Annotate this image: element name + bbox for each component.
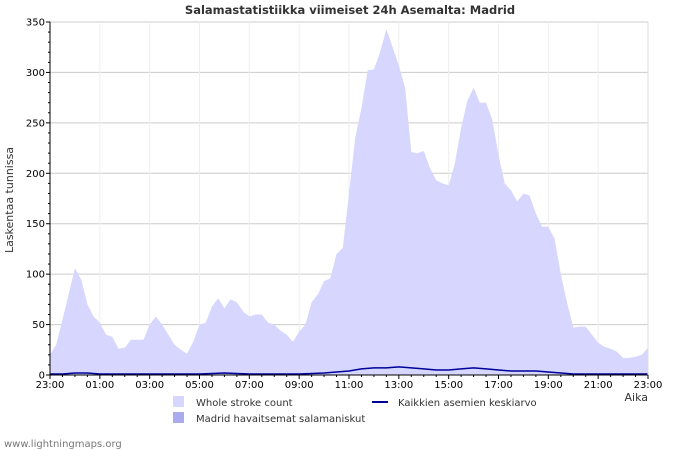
legend-label-madrid: Madrid havaitsemat salamaniskut: [196, 414, 365, 425]
legend-swatch-madrid: [173, 412, 184, 423]
x-tick-label-3: 05:00: [185, 380, 214, 391]
legend-label-average: Kaikkien asemien keskiarvo: [398, 398, 537, 409]
legend-swatch-whole-stroke: [173, 396, 184, 407]
series-2-line: [50, 366, 648, 375]
y-tick-label-50: 50: [32, 320, 45, 331]
y-tick-label-250: 250: [26, 118, 45, 129]
x-tick-label-11: 21:00: [584, 380, 613, 391]
x-tick-label-5: 09:00: [285, 380, 314, 391]
x-tick-label-0: 23:00: [36, 380, 65, 391]
y-tick-labels: 0 50 100 150 200 250 300 350: [26, 18, 45, 382]
x-tick-label-1: 01:00: [85, 380, 114, 391]
series-layer: [50, 29, 648, 375]
y-tick-label-200: 200: [26, 169, 45, 180]
x-tick-label-12: 23:00: [634, 380, 663, 391]
y-tick-label-100: 100: [26, 270, 45, 281]
y-tick-label-300: 300: [26, 68, 45, 79]
y-tick-label-350: 350: [26, 18, 45, 29]
x-tick-labels: 23:00 01:00 03:00 05:00 07:00 09:00 11:00 13:00…: [36, 380, 663, 391]
x-tick-label-9: 17:00: [484, 380, 513, 391]
y-tick-label-150: 150: [26, 219, 45, 230]
series-0-area: [50, 29, 648, 375]
footer-credit: www.lightningmaps.org: [4, 439, 122, 450]
x-tick-label-2: 03:00: [135, 380, 164, 391]
x-axis-title: Aika: [625, 391, 649, 404]
x-tick-label-8: 15:00: [434, 380, 463, 391]
chart-title: Salamastatistiikka viimeiset 24h Asemalt…: [185, 3, 515, 17]
x-tick-label-10: 19:00: [534, 380, 563, 391]
legend: Whole stroke count Madrid havaitsemat sa…: [173, 396, 537, 425]
y-axis-title: Laskentaa tunnissa: [3, 147, 16, 253]
axes: [46, 21, 649, 379]
legend-label-whole-stroke: Whole stroke count: [196, 398, 293, 409]
y-tick-label-0: 0: [39, 371, 45, 382]
x-tick-label-4: 07:00: [235, 380, 264, 391]
x-tick-label-7: 13:00: [384, 380, 413, 391]
x-tick-label-6: 11:00: [335, 380, 364, 391]
